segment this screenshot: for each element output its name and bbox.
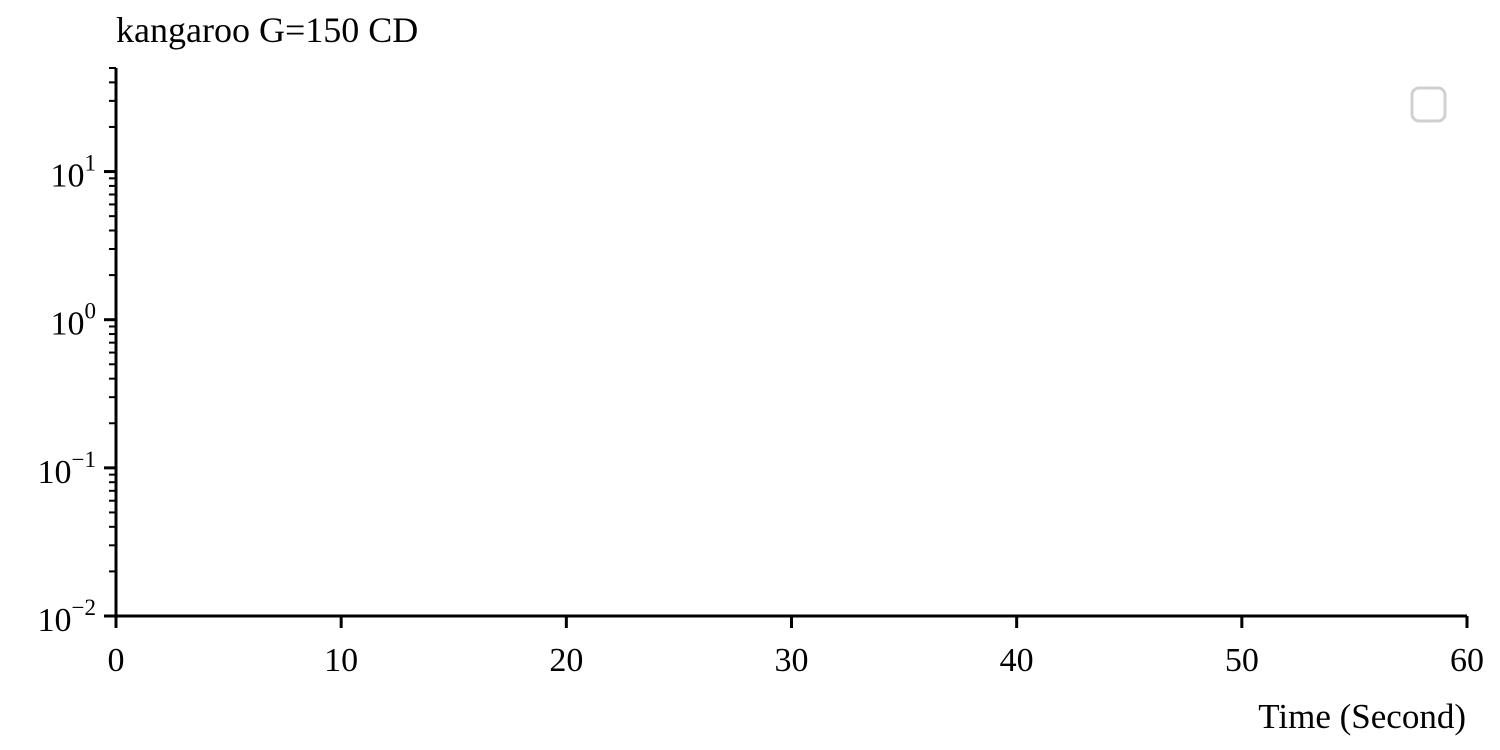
x-tick-label: 20 <box>549 642 583 679</box>
x-axis: 0 10 20 30 40 50 60 <box>108 614 1484 679</box>
x-axis-label: Time (Second) <box>1258 697 1466 736</box>
x-tick-label: 50 <box>1225 642 1259 679</box>
x-tick-label: 60 <box>1450 642 1484 679</box>
legend-box <box>1410 86 1447 123</box>
x-tick-label: 30 <box>775 642 809 679</box>
y-tick-label: 100 <box>51 299 97 343</box>
x-tick-label: 10 <box>324 642 358 679</box>
y-tick-label: 10−2 <box>38 595 96 639</box>
chart-title: kangaroo G=150 CD <box>116 10 418 50</box>
y-tick-label: 10−1 <box>38 447 96 491</box>
x-tick-label: 40 <box>1000 642 1034 679</box>
y-tick-label: 101 <box>51 151 97 195</box>
x-tick-label: 0 <box>108 642 125 679</box>
y-axis: 10−2 10−1 100 101 <box>38 67 118 639</box>
